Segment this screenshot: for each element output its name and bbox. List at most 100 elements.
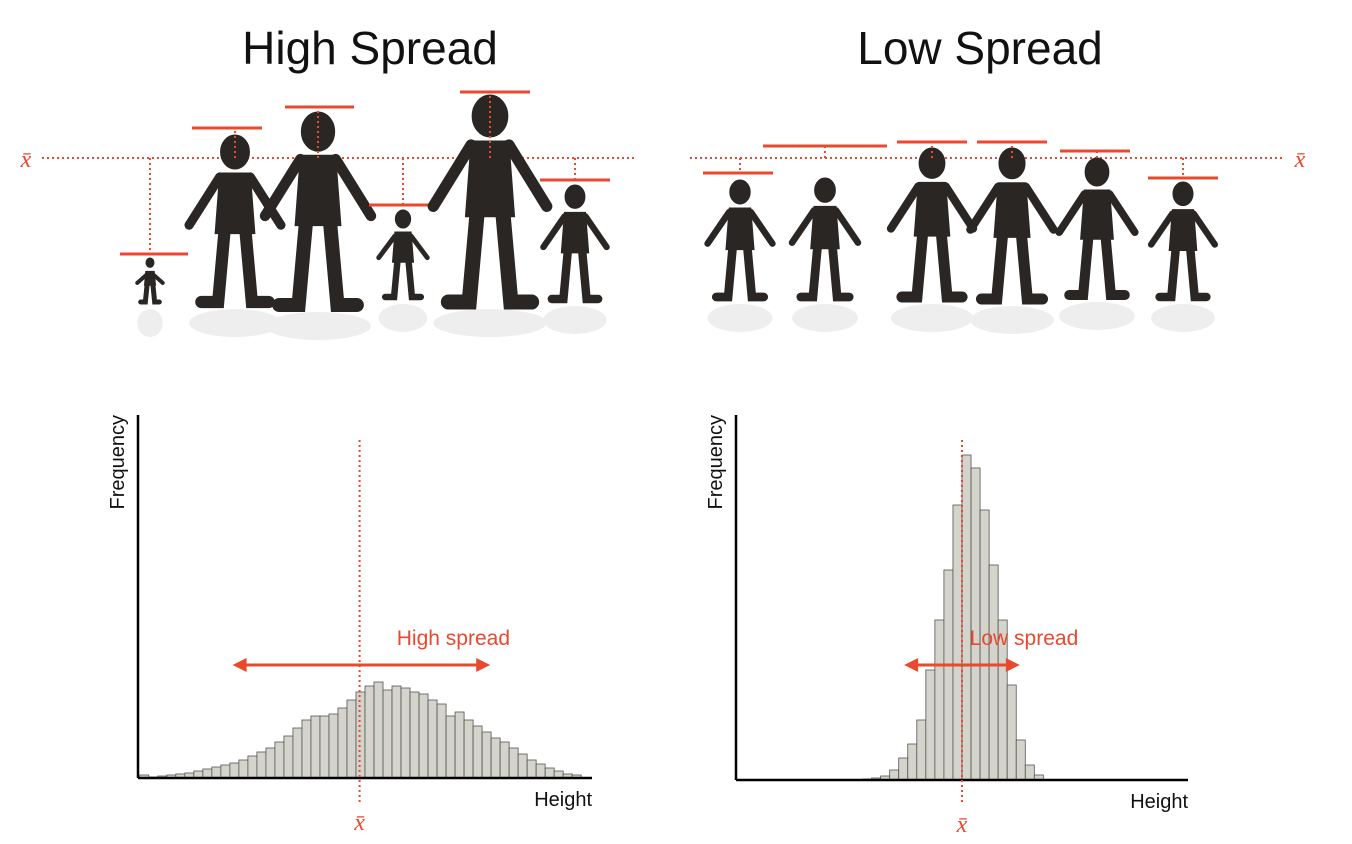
bar (328, 713, 339, 779)
arms (427, 139, 553, 212)
person (1055, 157, 1139, 301)
bar (961, 454, 972, 781)
bar (301, 719, 312, 779)
legs (796, 244, 854, 302)
person (704, 179, 776, 302)
bar (238, 759, 249, 779)
figures (120, 90, 1219, 340)
reflection (970, 306, 1054, 334)
torso (993, 182, 1031, 238)
reflection (1151, 304, 1215, 332)
bar (952, 504, 963, 781)
legs (1064, 234, 1130, 301)
torso (913, 181, 951, 237)
head (394, 209, 412, 229)
legs (440, 209, 540, 310)
arms (1147, 210, 1219, 248)
reflection (543, 306, 607, 334)
legs (272, 218, 364, 313)
reflection (433, 309, 547, 337)
bar (970, 467, 981, 781)
reflection (265, 312, 371, 340)
spread-label: Low spread (970, 627, 1079, 650)
person (376, 209, 430, 301)
bar (889, 769, 900, 781)
x-axis-label: Height (1130, 791, 1188, 813)
bar (517, 753, 528, 779)
mean-symbol: x̄ (353, 810, 365, 836)
head (145, 257, 155, 268)
bar (337, 707, 348, 779)
bar (934, 619, 945, 781)
arms (376, 233, 430, 261)
person (966, 147, 1058, 305)
arms (259, 153, 377, 222)
arms (184, 172, 286, 230)
reflection (890, 304, 974, 332)
x-axis-label: Height (534, 789, 592, 811)
bar (391, 685, 402, 779)
bar (310, 715, 321, 779)
arms (540, 213, 610, 251)
arms (135, 273, 165, 285)
bar (436, 703, 447, 779)
mean-symbol: x̄ (20, 147, 32, 173)
title-right: Low Spread (857, 22, 1103, 74)
bar (907, 743, 918, 781)
reflection (792, 304, 858, 332)
torso (560, 211, 590, 254)
person (259, 111, 377, 313)
bar (247, 755, 258, 779)
bar (292, 727, 303, 779)
arms (788, 207, 862, 246)
reflection (378, 304, 428, 332)
legs (547, 248, 603, 304)
bar (499, 741, 510, 779)
bar (409, 691, 420, 779)
bar (463, 719, 474, 779)
bar (1024, 764, 1035, 781)
bar (526, 759, 537, 779)
torso (1080, 189, 1114, 240)
person (540, 184, 610, 304)
torso (294, 154, 342, 227)
bar (988, 564, 999, 781)
bar (508, 747, 519, 779)
head (814, 177, 836, 203)
head (1172, 181, 1194, 207)
person (184, 134, 286, 309)
legs (138, 282, 162, 305)
y-axis-label: Frequency (705, 415, 727, 510)
mean-symbol: x̄ (956, 812, 968, 838)
bar (427, 699, 438, 779)
torso (1168, 209, 1198, 251)
head (1084, 157, 1110, 187)
legs (195, 227, 275, 309)
bar (925, 669, 936, 781)
bar (229, 762, 240, 779)
torso (391, 231, 415, 263)
spread-label: High spread (397, 627, 510, 650)
torso (725, 207, 755, 251)
bar (364, 685, 375, 779)
torso (810, 205, 840, 250)
legs (1155, 246, 1211, 302)
bar (898, 757, 909, 781)
title-left: High Spread (242, 22, 498, 74)
person (788, 177, 862, 302)
bar (256, 751, 267, 779)
bar (265, 747, 276, 779)
bar (445, 715, 456, 779)
bar (544, 767, 555, 779)
arms (704, 208, 776, 247)
arrow-head (904, 658, 1020, 672)
mean-symbol: x̄ (1294, 147, 1306, 173)
legs (381, 258, 425, 301)
person (886, 147, 978, 303)
bar (916, 719, 927, 781)
bar (346, 699, 357, 779)
legs (975, 231, 1049, 305)
torso (464, 140, 516, 218)
person (1147, 181, 1219, 302)
